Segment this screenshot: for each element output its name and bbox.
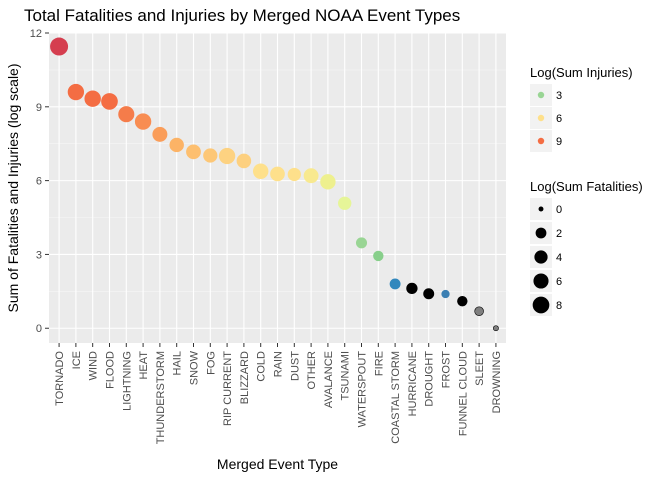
- x-tick-label: AVALANCE: [323, 351, 335, 408]
- x-tick-label: DUST: [289, 351, 301, 381]
- x-tick-label: FROST: [441, 351, 453, 389]
- x-tick-label: HURRICANE: [407, 351, 419, 416]
- legend-size-swatch: [533, 273, 549, 289]
- x-tick-label: RAIN: [273, 351, 285, 377]
- data-point: [389, 278, 401, 290]
- data-point: [338, 196, 352, 210]
- legend-size-label: 6: [556, 276, 562, 288]
- x-tick-label: WATERSPOUT: [357, 351, 369, 428]
- data-point: [236, 153, 252, 169]
- data-point: [406, 282, 418, 295]
- x-tick-label: HAIL: [172, 351, 184, 375]
- x-tick-label: TORNADO: [54, 351, 66, 406]
- data-point: [441, 289, 450, 299]
- data-point: [218, 147, 236, 165]
- legend-color-label: 9: [556, 136, 562, 148]
- data-point: [493, 325, 499, 332]
- data-point: [373, 250, 384, 262]
- x-tick-label: SLEET: [474, 351, 486, 386]
- legend-size-swatch: [538, 206, 544, 212]
- y-tick-label: 3: [36, 249, 42, 261]
- x-tick-label: HEAT: [138, 351, 150, 380]
- legend-size-swatch: [534, 250, 548, 264]
- gridlines: [49, 32, 506, 343]
- legend-color-label: 3: [556, 90, 562, 102]
- x-tick-label: FUNNEL CLOUD: [457, 351, 469, 436]
- x-tick-label: SNOW: [188, 350, 200, 385]
- x-tick-label: DROUGHT: [424, 351, 436, 407]
- data-point: [152, 126, 168, 142]
- chart-title: Total Fatalities and Injuries by Merged …: [24, 6, 460, 25]
- x-tick-label: LIGHTNING: [121, 351, 133, 411]
- x-tick-label: FOG: [205, 351, 217, 375]
- data-point: [303, 168, 319, 184]
- x-tick-label: COLD: [256, 351, 268, 382]
- y-axis-title: Sum of Fatalities and Injuries (log scal…: [5, 64, 21, 313]
- x-tick-label: DROWNING: [491, 351, 503, 413]
- legend-injuries: Log(Sum Injuries) 3 6 9: [530, 65, 633, 152]
- data-point: [423, 288, 435, 300]
- x-tick-label: BLIZZARD: [239, 351, 251, 404]
- data-point: [118, 106, 135, 123]
- data-point: [50, 37, 69, 56]
- x-tick-label: FIRE: [373, 351, 385, 376]
- y-tick-label: 12: [30, 28, 42, 40]
- legend-color-swatch: [537, 137, 545, 145]
- x-tick-label: THUNDERSTORM: [155, 351, 167, 444]
- data-point: [134, 113, 152, 130]
- x-tick-label: TSUNAMI: [340, 351, 352, 401]
- data-point: [186, 144, 201, 160]
- data-points: [50, 37, 499, 332]
- legend-fatalities-title: Log(Sum Fatalities): [530, 179, 643, 194]
- y-tick-label: 0: [36, 323, 42, 335]
- legend-size-label: 2: [556, 228, 562, 240]
- legend-size-label: 0: [556, 204, 562, 216]
- legend-color-label: 6: [556, 113, 562, 125]
- x-tick-label: WIND: [88, 351, 100, 380]
- y-axis-ticks: 0 3 6 9 12: [30, 28, 49, 335]
- legend-size-label: 8: [556, 300, 562, 312]
- x-tick-label: OTHER: [306, 351, 318, 390]
- data-point: [320, 174, 336, 190]
- x-tick-label: COASTAL STORM: [390, 351, 402, 444]
- legend-color-swatch: [537, 114, 545, 122]
- y-tick-label: 9: [36, 102, 42, 114]
- data-point: [457, 295, 468, 307]
- data-point: [169, 137, 184, 153]
- data-point: [355, 237, 368, 249]
- x-axis-ticks: TORNADO ICE WIND FLOOD LIGHTNING HEAT THUNDERS…: [54, 343, 503, 444]
- legend-fatalities: Log(Sum Fatalities) 0 2 4 6 8: [530, 179, 643, 316]
- x-tick-label: RIP CURRENT: [222, 351, 234, 426]
- data-point: [203, 148, 218, 163]
- data-point: [101, 93, 118, 110]
- legend-color-swatch: [537, 91, 545, 99]
- data-point: [84, 90, 101, 107]
- x-axis-title: Merged Event Type: [217, 456, 338, 472]
- data-point: [287, 167, 301, 182]
- data-point: [270, 166, 285, 182]
- data-point: [474, 306, 484, 316]
- legend-size-label: 4: [556, 252, 562, 264]
- legend-injuries-title: Log(Sum Injuries): [530, 65, 633, 80]
- y-tick-label: 6: [36, 176, 42, 188]
- legend-size-swatch: [532, 296, 550, 314]
- x-tick-label: ICE: [71, 351, 83, 369]
- x-tick-label: FLOOD: [104, 351, 116, 389]
- data-point: [67, 83, 85, 101]
- legend-size-swatch: [535, 227, 547, 239]
- data-point: [252, 163, 269, 179]
